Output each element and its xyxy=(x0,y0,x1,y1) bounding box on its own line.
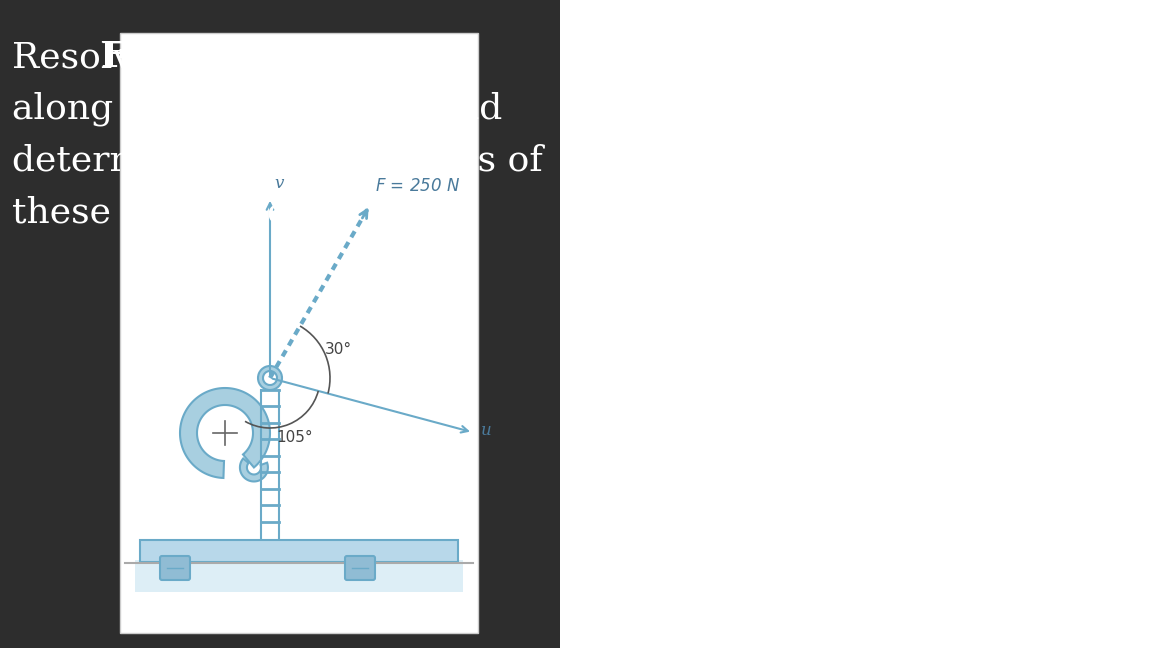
Text: $F$ = 250 N: $F$ = 250 N xyxy=(376,177,460,195)
Text: 105°: 105° xyxy=(276,430,313,445)
Text: Resolve: Resolve xyxy=(12,40,166,74)
Bar xyxy=(560,0,1152,648)
Text: along the u and v axes and: along the u and v axes and xyxy=(12,92,502,126)
Bar xyxy=(120,33,478,633)
Text: v: v xyxy=(274,175,283,192)
Text: into components: into components xyxy=(118,40,433,74)
Text: u: u xyxy=(480,422,492,439)
PathPatch shape xyxy=(240,459,268,481)
Text: F: F xyxy=(100,40,126,74)
Text: 30°: 30° xyxy=(325,342,351,357)
PathPatch shape xyxy=(180,388,270,478)
Text: determine the magnitudes of: determine the magnitudes of xyxy=(12,144,543,178)
Bar xyxy=(135,560,463,592)
FancyBboxPatch shape xyxy=(160,556,190,580)
Bar xyxy=(141,540,458,562)
Text: these components.: these components. xyxy=(12,196,356,230)
FancyBboxPatch shape xyxy=(344,556,376,580)
